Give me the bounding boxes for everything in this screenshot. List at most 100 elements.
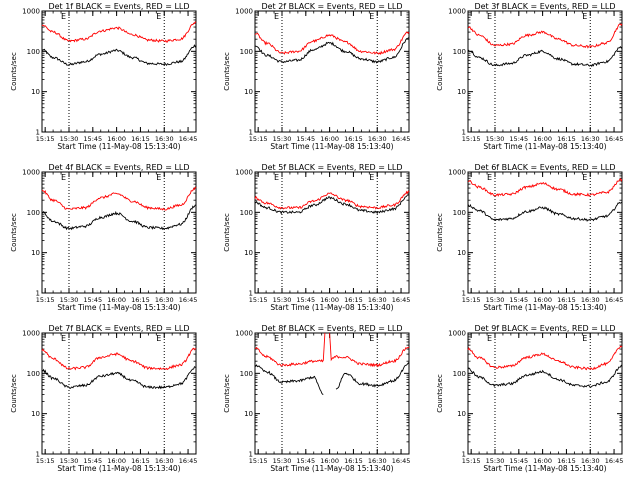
y-tick-label: 10 <box>244 410 253 418</box>
chart-title: Det 6f BLACK = Events, RED = LLD <box>474 163 615 172</box>
x-tick-label: 16:00 <box>320 457 339 465</box>
lld-series-line <box>467 177 623 197</box>
x-tick-label: 15:15 <box>462 296 481 304</box>
x-axis-label: Start Time (11-May-08 15:13:40) <box>57 142 180 151</box>
x-tick-label: 16:15 <box>131 457 150 465</box>
y-tick-label: 1000 <box>235 8 253 16</box>
y-tick-label: 1 <box>462 129 466 137</box>
chart-title: Det 5f BLACK = Events, RED = LLD <box>261 163 402 172</box>
y-tick-label: 100 <box>453 48 466 56</box>
lld-series-line <box>254 31 410 55</box>
plot-frame <box>254 171 410 294</box>
y-tick-label: 10 <box>31 410 40 418</box>
x-tick-label: 15:30 <box>60 296 79 304</box>
y-axis-label: Counts/sec <box>223 213 231 252</box>
events-series-line <box>467 45 623 68</box>
x-tick-label: 16:00 <box>107 457 126 465</box>
events-series-line <box>41 366 197 390</box>
y-tick-label: 1 <box>36 451 40 459</box>
interval-marker-label: E <box>61 173 66 182</box>
plot-frame <box>254 10 410 133</box>
y-tick-label: 100 <box>453 370 466 378</box>
chart-panel: Det 4f BLACK = Events, RED = LLD 1 10 100 10… <box>10 163 197 312</box>
x-tick-label: 16:45 <box>179 296 198 304</box>
x-tick-label: 16:30 <box>368 135 387 143</box>
x-tick-label: 15:45 <box>509 296 528 304</box>
x-tick-label: 16:15 <box>131 135 150 143</box>
y-axis-label: Counts/sec <box>223 374 231 413</box>
x-tick-label: 16:00 <box>107 296 126 304</box>
x-tick-label: 16:30 <box>581 296 600 304</box>
x-tick-label: 16:30 <box>368 457 387 465</box>
chart-panel: Det 6f BLACK = Events, RED = LLD 1 10 100 10… <box>436 163 623 312</box>
events-series-line <box>467 364 623 388</box>
x-axis-label: Start Time (11-May-08 15:13:40) <box>483 142 606 151</box>
lld-series-line <box>254 190 410 210</box>
plot-frame <box>467 332 623 455</box>
chart-title: Det 1f BLACK = Events, RED = LLD <box>48 2 189 11</box>
x-tick-label: 15:15 <box>462 457 481 465</box>
events-series-line <box>467 201 623 222</box>
x-tick-label: 15:15 <box>36 457 55 465</box>
x-tick-label: 15:30 <box>273 457 292 465</box>
x-tick-label: 16:45 <box>179 457 198 465</box>
y-tick-label: 100 <box>240 209 253 217</box>
chart-title: Det 7f BLACK = Events, RED = LLD <box>48 324 189 333</box>
chart-panel: Det 2f BLACK = Events, RED = LLD 1 10 100 10… <box>223 2 410 151</box>
x-tick-label: 15:30 <box>273 135 292 143</box>
x-tick-label: 16:00 <box>533 457 552 465</box>
x-axis-label: Start Time (11-May-08 15:13:40) <box>57 464 180 473</box>
x-tick-label: 16:30 <box>368 296 387 304</box>
y-axis-label: Counts/sec <box>10 213 18 252</box>
y-tick-label: 1000 <box>22 169 40 177</box>
x-tick-label: 15:30 <box>486 457 505 465</box>
chart-title: Det 3f BLACK = Events, RED = LLD <box>474 2 615 11</box>
lld-series-line <box>254 332 410 368</box>
chart-panel: Det 7f BLACK = Events, RED = LLD 1 10 100 10… <box>10 324 197 473</box>
x-tick-label: 16:15 <box>344 457 363 465</box>
y-axis-label: Counts/sec <box>436 213 444 252</box>
x-tick-label: 16:00 <box>533 296 552 304</box>
x-tick-label: 15:30 <box>273 296 292 304</box>
interval-marker-label: E <box>582 173 587 182</box>
x-tick-label: 16:15 <box>557 135 576 143</box>
chart-panel: Det 1f BLACK = Events, RED = LLD 1 10 100 10… <box>10 2 197 151</box>
plot-frame <box>41 171 197 294</box>
x-tick-label: 16:30 <box>155 296 174 304</box>
interval-marker-label: E <box>369 173 374 182</box>
y-tick-label: 100 <box>453 209 466 217</box>
plot-frame <box>41 332 197 455</box>
interval-marker-label: E <box>156 12 161 21</box>
y-axis-label: Counts/sec <box>223 52 231 91</box>
x-tick-label: 15:30 <box>486 296 505 304</box>
x-tick-label: 16:15 <box>557 296 576 304</box>
x-tick-label: 15:45 <box>509 457 528 465</box>
y-axis-label: Counts/sec <box>10 374 18 413</box>
interval-marker-label: E <box>582 334 587 343</box>
events-series-line <box>254 194 410 215</box>
x-tick-label: 15:15 <box>249 296 268 304</box>
events-series-line <box>254 37 410 64</box>
x-tick-label: 15:15 <box>36 296 55 304</box>
x-tick-label: 15:15 <box>462 135 481 143</box>
x-tick-label: 16:45 <box>392 135 411 143</box>
y-tick-label: 10 <box>31 249 40 257</box>
x-axis-label: Start Time (11-May-08 15:13:40) <box>270 303 393 312</box>
x-tick-label: 16:45 <box>392 457 411 465</box>
interval-marker-label: E <box>582 12 587 21</box>
events-series-line <box>41 44 197 67</box>
lld-series-line <box>41 21 197 43</box>
x-tick-label: 16:00 <box>320 135 339 143</box>
y-tick-label: 1000 <box>448 169 466 177</box>
x-tick-label: 15:45 <box>296 457 315 465</box>
interval-marker-label: E <box>61 12 66 21</box>
x-tick-label: 16:30 <box>155 135 174 143</box>
x-tick-label: 16:45 <box>605 457 624 465</box>
y-tick-label: 1000 <box>22 8 40 16</box>
x-tick-label: 16:45 <box>392 296 411 304</box>
y-tick-label: 1 <box>36 129 40 137</box>
x-tick-label: 15:45 <box>296 296 315 304</box>
x-tick-label: 15:30 <box>486 135 505 143</box>
x-tick-label: 16:45 <box>605 296 624 304</box>
y-tick-label: 1000 <box>235 169 253 177</box>
